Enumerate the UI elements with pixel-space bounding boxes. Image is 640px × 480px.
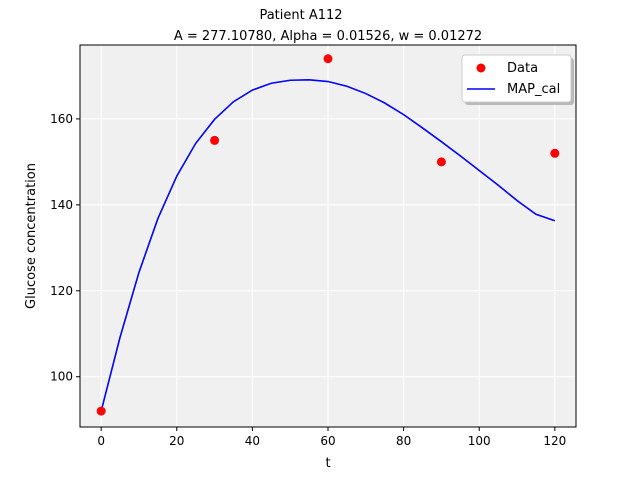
series-layer: [96, 54, 560, 416]
data-point: [550, 148, 560, 158]
data-point: [210, 135, 220, 145]
map-cal-line: [100, 79, 556, 412]
legend-map-label: MAP_cal: [507, 82, 560, 97]
data-point: [436, 157, 446, 167]
y-tick-label: 140: [50, 198, 73, 212]
legend-data-marker: [476, 63, 486, 73]
legend-box: [461, 54, 572, 103]
x-tick-label: 120: [543, 434, 566, 448]
data-point: [323, 54, 333, 64]
x-tick-label: 40: [245, 434, 260, 448]
legend: Data MAP_cal: [461, 54, 574, 105]
y-tick-label: 160: [50, 112, 73, 126]
x-tick-label: 0: [97, 434, 105, 448]
x-tick-label: 100: [468, 434, 491, 448]
x-axis-label: t: [325, 456, 330, 471]
x-tick-label: 20: [169, 434, 184, 448]
y-tick-label: 120: [50, 284, 73, 298]
grid: [80, 45, 576, 427]
y-axis-label: Glucose concentration: [24, 163, 39, 309]
legend-data-label: Data: [507, 61, 538, 76]
x-tick-label: 60: [320, 434, 335, 448]
y-tick-label: 100: [50, 370, 73, 384]
ticks: 0 20 40 60 80 100 120 100 120 140 160: [50, 112, 566, 448]
data-point: [96, 406, 106, 416]
chart-title: Patient A112: [259, 8, 342, 23]
x-tick-label: 80: [396, 434, 411, 448]
chart-subtitle: A = 277.10780, Alpha = 0.01526, w = 0.01…: [174, 29, 482, 44]
